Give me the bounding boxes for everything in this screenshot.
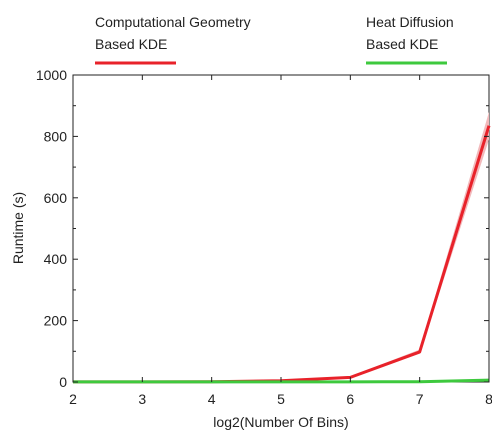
y-tick-label: 600: [44, 190, 68, 206]
series-0-confidence-band: [73, 111, 489, 382]
y-axis-label: Runtime (s): [10, 192, 26, 264]
x-tick-label: 8: [485, 391, 492, 407]
legend-entry-series-0: Computational Geometry Based KDE: [95, 14, 251, 65]
legend-label-line-2: Based KDE: [366, 36, 438, 52]
x-tick-label: 7: [416, 391, 424, 407]
legend: Computational Geometry Based KDE Heat Di…: [95, 14, 454, 65]
y-tick-label: 1000: [36, 67, 67, 83]
y-axis: 0 200 400 600 800 1000: [36, 67, 489, 390]
plot-area-frame: [72, 74, 490, 383]
x-axis-label: log2(Number Of Bins): [213, 414, 348, 430]
x-tick-label: 6: [346, 391, 354, 407]
x-tick-label: 2: [69, 391, 77, 407]
legend-entry-series-1: Heat Diffusion Based KDE: [366, 14, 454, 65]
legend-label-line-1: Heat Diffusion: [366, 14, 454, 30]
y-tick-label: 0: [59, 374, 67, 390]
y-tick-label: 200: [44, 313, 68, 329]
x-axis: 2 3 4 5 6 7 8: [69, 75, 492, 407]
legend-label-line-2: Based KDE: [95, 36, 167, 52]
y-tick-label: 800: [44, 128, 68, 144]
y-tick-label: 400: [44, 251, 68, 267]
series-0-line: [73, 125, 491, 384]
legend-label-line-1: Computational Geometry: [95, 14, 251, 30]
x-tick-label: 4: [208, 391, 216, 407]
series-lines: [73, 125, 491, 384]
x-tick-label: 5: [277, 391, 285, 407]
x-tick-label: 3: [138, 391, 146, 407]
confidence-bands: [73, 111, 489, 382]
